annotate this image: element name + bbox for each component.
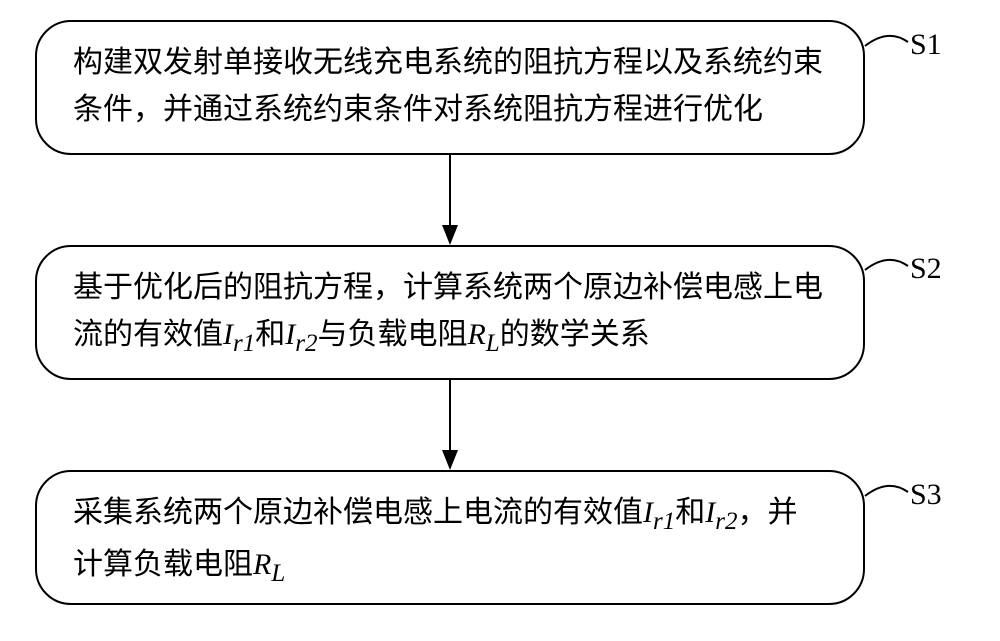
callout-curve-s3 xyxy=(865,486,908,496)
flowchart-canvas: 构建双发射单接收无线充电系统的阻抗方程以及系统约束条件，并通过系统约束条件对系统… xyxy=(0,0,1000,641)
callout-curve-s1 xyxy=(865,36,908,46)
connectors-svg xyxy=(0,0,1000,641)
callout-curve-s2 xyxy=(865,260,908,270)
arrow-s1-to-s2 xyxy=(442,155,458,245)
arrow-s2-to-s3 xyxy=(442,380,458,470)
